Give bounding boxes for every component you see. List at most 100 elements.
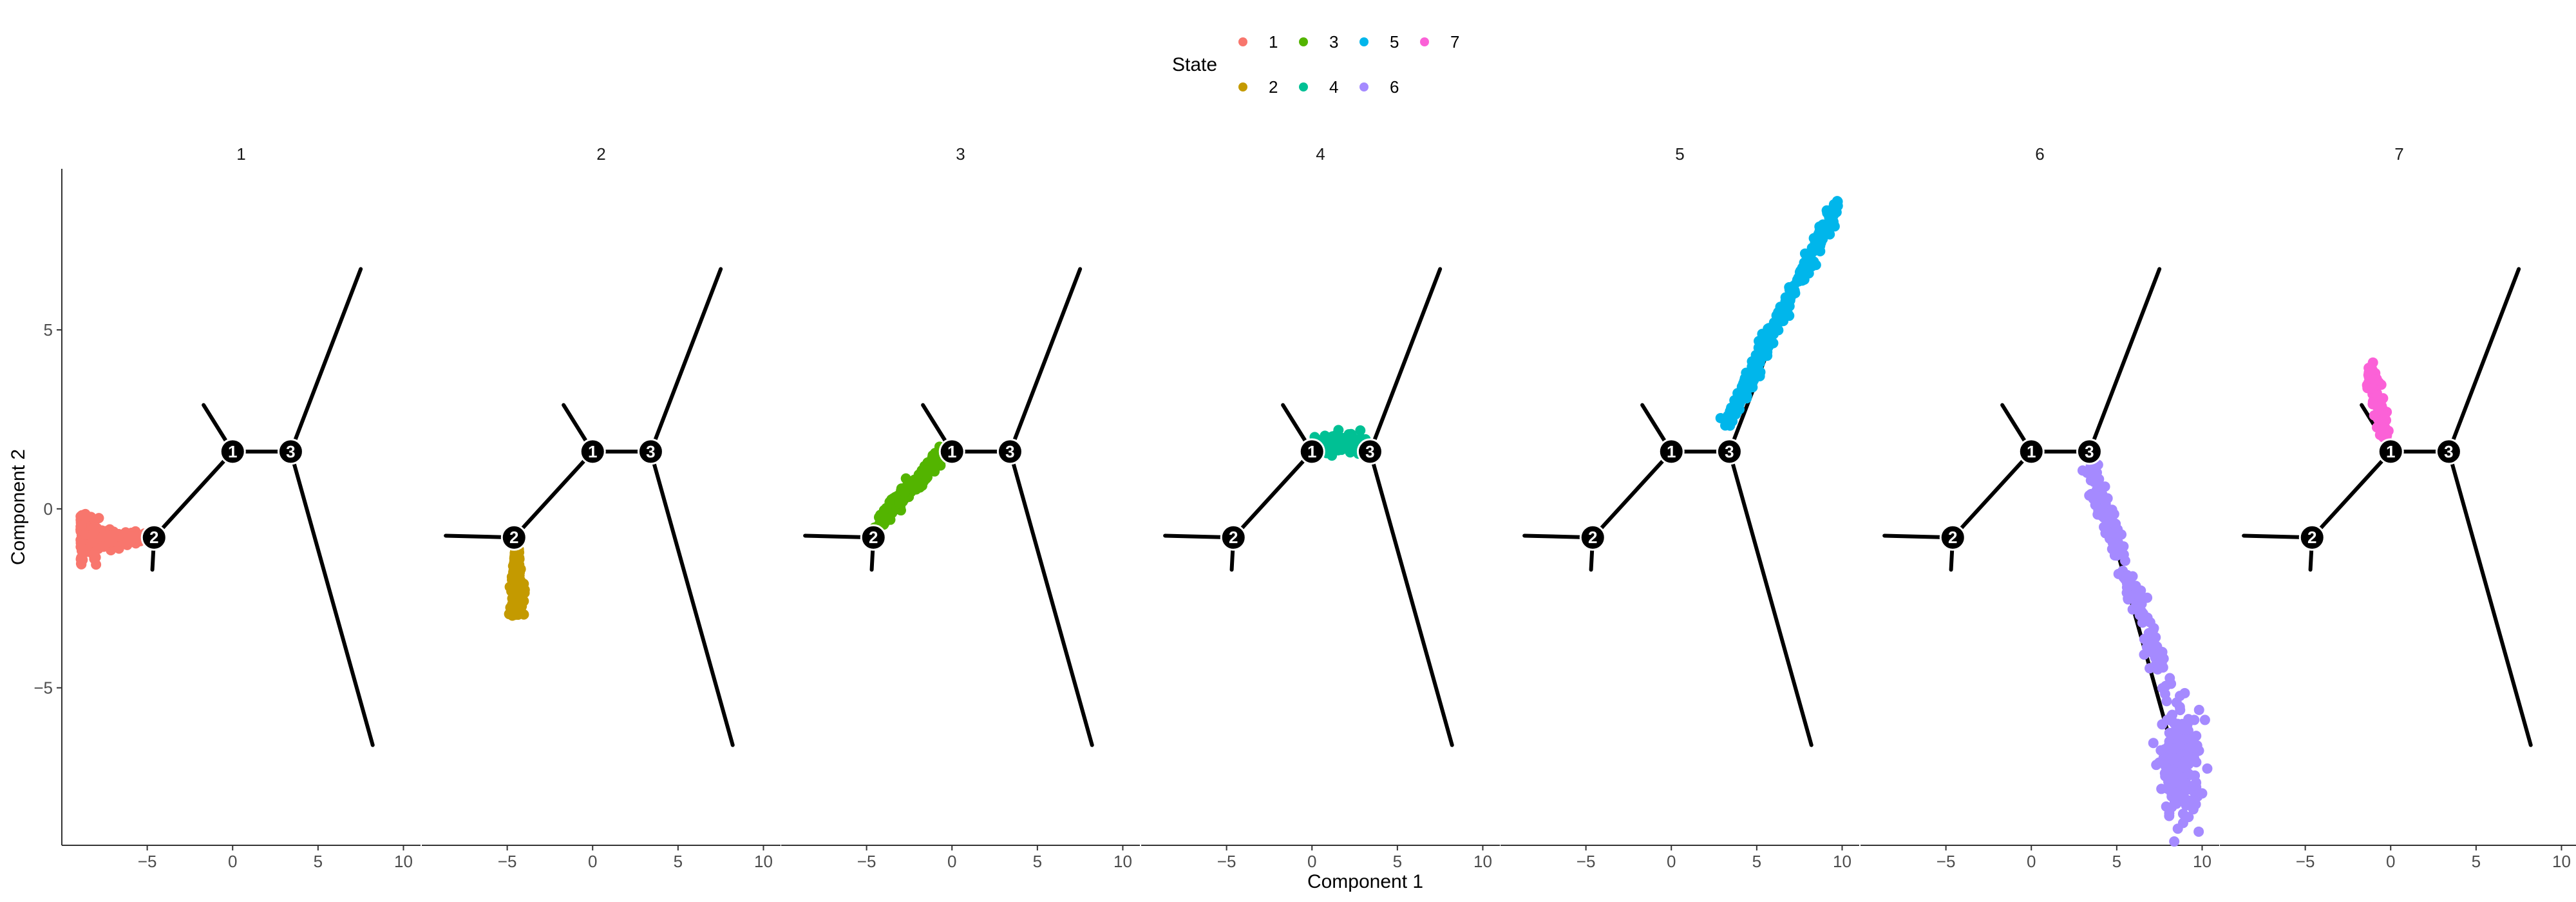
data-point [2172, 718, 2183, 729]
branch-node-3: 3 [277, 438, 304, 465]
legend-item-6: 6 [1359, 77, 1399, 97]
data-point [2116, 529, 2127, 540]
data-point [2378, 425, 2389, 436]
facet-strip-label: 5 [1675, 144, 1684, 164]
branch-node-circle [219, 438, 246, 465]
data-point [881, 503, 892, 513]
data-point [77, 543, 88, 554]
trajectory-segment [152, 449, 235, 540]
data-point [2189, 793, 2200, 804]
legend-swatch [1238, 82, 1247, 91]
data-point [2199, 715, 2210, 725]
trajectory-tree [444, 267, 735, 747]
branch-node-label: 1 [2386, 442, 2395, 461]
branch-node-circle [2076, 438, 2103, 465]
data-point [2181, 724, 2192, 735]
data-point [928, 460, 939, 471]
branch-node-circle [1220, 524, 1247, 551]
branch-node-circle [938, 438, 965, 465]
branch-node-3: 3 [996, 438, 1023, 465]
data-point [899, 487, 910, 498]
data-point [512, 588, 523, 599]
data-point [1741, 390, 1752, 401]
x-tick-label: 0 [1667, 852, 1676, 871]
legend-label: 3 [1329, 32, 1338, 52]
branch-node-circle [140, 524, 167, 551]
y-tick-label: 5 [44, 320, 53, 340]
facet-strip-label: 2 [596, 144, 605, 164]
legend-label: 1 [1269, 32, 1278, 52]
x-tick-label: 10 [2552, 852, 2571, 871]
data-point [1715, 412, 1726, 423]
data-point [98, 541, 109, 552]
data-point [2164, 773, 2175, 784]
branch-node-label: 2 [1588, 528, 1597, 547]
data-point [518, 579, 529, 590]
data-point [2148, 738, 2159, 749]
data-point [2193, 704, 2204, 715]
branch-node-circle [2435, 438, 2462, 465]
branch-node-circle [637, 438, 664, 465]
branch-node-label: 3 [2085, 442, 2094, 461]
facet-panel-3: 3 −5 0 5 10 1 2 3 [781, 144, 1140, 871]
legend-item-1: 1 [1238, 32, 1278, 52]
x-tick-label: −5 [1217, 852, 1236, 871]
x-tick-label: −5 [1577, 852, 1596, 871]
branch-node-label: 3 [1005, 442, 1014, 461]
x-tick-label: −5 [857, 852, 876, 871]
x-tick-label: 5 [314, 852, 323, 871]
data-point [107, 532, 118, 542]
data-point [2175, 691, 2186, 702]
data-point [1782, 294, 1793, 305]
branch-node-circle [500, 524, 527, 551]
data-point [2373, 405, 2384, 416]
data-point [1323, 439, 1334, 450]
data-point [2166, 711, 2177, 722]
trajectory-segment [1951, 449, 2034, 540]
data-point [76, 520, 87, 531]
data-point [2077, 465, 2088, 476]
data-point [2177, 761, 2188, 772]
facet-strip-label: 3 [956, 144, 965, 164]
legend-item-7: 7 [1420, 32, 1459, 52]
branch-node-label: 3 [1725, 442, 1734, 461]
branch-node-label: 1 [1307, 442, 1316, 461]
branch-node-1: 1 [1298, 438, 1325, 465]
data-point [1729, 402, 1740, 413]
trajectory-tree [1163, 267, 1454, 747]
x-tick-label: 5 [1393, 852, 1402, 871]
branch-node-2: 2 [140, 524, 167, 551]
branch-node-label: 1 [1667, 442, 1676, 461]
branch-node-2: 2 [1939, 524, 1966, 551]
data-point [1815, 245, 1826, 256]
branch-node-1: 1 [579, 438, 606, 465]
data-point [2121, 582, 2132, 593]
data-point [2177, 772, 2188, 783]
branch-node-circle [1716, 438, 1743, 465]
trajectory-segment [1008, 267, 1083, 454]
legend-label: 5 [1390, 32, 1399, 52]
branch-node-label: 2 [1229, 528, 1238, 547]
x-tick-label: 5 [674, 852, 683, 871]
data-point [1752, 356, 1763, 367]
x-tick-label: 5 [2112, 852, 2121, 871]
data-point [515, 604, 526, 615]
branch-node-circle [1356, 438, 1383, 465]
branch-node-1: 1 [2018, 438, 2045, 465]
data-point [2175, 705, 2186, 716]
data-point [886, 494, 897, 505]
data-point [1773, 316, 1784, 327]
data-point [2121, 570, 2132, 581]
data-point [513, 561, 524, 572]
trajectory-segment [1727, 449, 1814, 747]
branch-node-circle [996, 438, 1023, 465]
legend-label: 7 [1450, 32, 1459, 52]
x-tick-label: 5 [1033, 852, 1042, 871]
x-tick-label: 0 [228, 852, 237, 871]
branch-node-label: 1 [228, 442, 237, 461]
state-3-points [869, 441, 950, 544]
x-tick-label: 5 [2472, 852, 2481, 871]
trajectory-tree [2242, 267, 2533, 747]
trajectory-segment [2310, 449, 2393, 540]
